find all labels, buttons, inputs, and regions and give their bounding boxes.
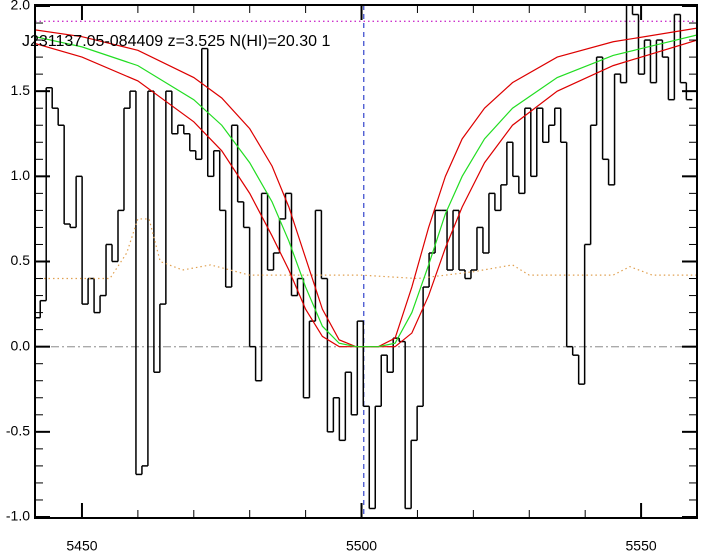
y-tick-label: -1.0	[6, 508, 30, 524]
y-tick-label: 0.5	[11, 252, 31, 268]
y-tick-label: 2.0	[11, 0, 31, 13]
x-tick-label: 5450	[66, 538, 97, 554]
step-risers	[39, 5, 688, 509]
y-tick-label: -0.5	[6, 423, 30, 439]
x-tick-label: 5500	[346, 538, 377, 554]
y-tick-label: 0.0	[11, 337, 31, 353]
x-tick-label: 5550	[626, 538, 657, 554]
plot-area	[35, 5, 697, 518]
model-line	[35, 34, 697, 348]
chart-title: J231137.05-084409 z=3.525 N(HI)=20.30 1	[22, 33, 330, 50]
y-tick-label: 1.0	[11, 167, 31, 183]
y-tick-label: 1.5	[11, 82, 31, 98]
